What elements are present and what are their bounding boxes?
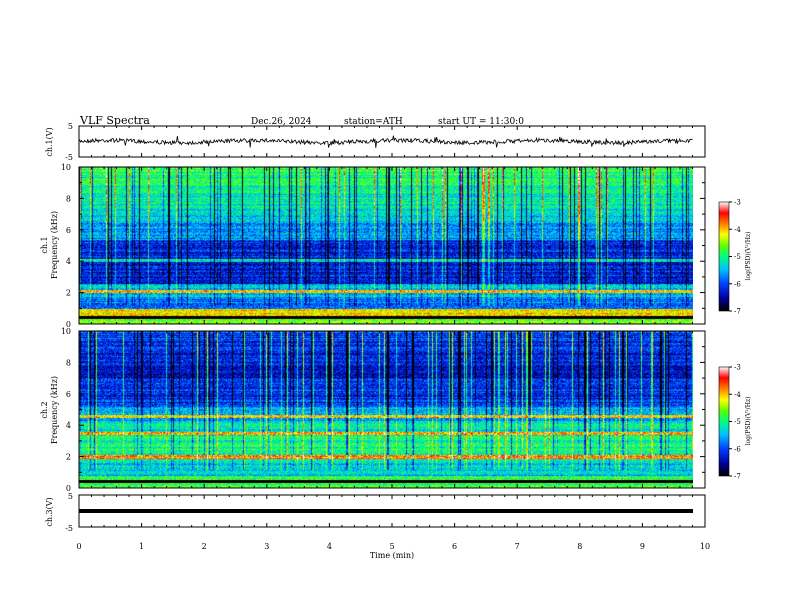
ch3-ytick-top: 5 (68, 492, 73, 501)
ch1-spectrogram-ylabel-line1: ch.1 (40, 236, 49, 253)
x-tick-label: 8 (577, 542, 582, 551)
ch1-colorbar: -3 -4 -5 -6 -7 log(PSD)(V²/Hz) (718, 199, 752, 316)
y-tick-label: 4 (66, 257, 71, 266)
ch2-spectrogram-ylabel-line2: Frequency (kHz) (50, 376, 59, 444)
ch1-ytick-bottom: -5 (65, 153, 73, 162)
colorbar-tick-label: -4 (734, 226, 741, 234)
colorbar-tick-label: -3 (734, 364, 741, 372)
y-tick-label: 10 (61, 327, 71, 336)
ch1-spectrogram-yticks: 0 2 4 6 8 10 (61, 163, 705, 329)
colorbar-tick-label: -6 (734, 280, 741, 288)
ch1-colorbar-label: log(PSD)(V²/Hz) (745, 232, 752, 281)
y-tick-label: 8 (66, 194, 71, 203)
ch3-waveform-line (79, 509, 693, 513)
x-tick-label: 7 (515, 542, 520, 551)
date-label: Dec.26, 2024 (251, 117, 312, 127)
colorbar-tick-label: -5 (734, 418, 741, 426)
x-tick-label: 9 (640, 542, 645, 551)
ch2-spectrogram-yticks: 0 2 4 6 8 10 (61, 327, 705, 493)
x-tick-label: 10 (700, 542, 710, 551)
ch3-waveform-panel: 5 -5 ch.3(V) (45, 492, 706, 533)
ch2-colorbar-label: log(PSD)(V²/Hz) (745, 397, 752, 446)
ch1-colorbar-ticks: -3 -4 -5 -6 -7 (729, 199, 741, 316)
colorbar-tick-label: -3 (734, 199, 741, 207)
ch1-ylabel: ch.1(V) (45, 127, 54, 156)
ch2-colorbar: -3 -4 -5 -6 -7 log(PSD)(V²/Hz) (718, 364, 752, 481)
x-tick-label: 4 (327, 542, 332, 551)
ch2-spectrogram-ylabel-line1: ch.2 (40, 401, 49, 418)
y-tick-label: 6 (66, 390, 71, 399)
ch1-waveform-panel: 5 -5 ch.1(V) (45, 122, 706, 162)
ch1-spectrogram-image (79, 167, 693, 324)
y-tick-label: 0 (66, 320, 71, 329)
y-tick-label: 0 (66, 484, 71, 493)
ch1-ytick-top: 5 (68, 122, 73, 131)
x-axis-label: Time (min) (370, 551, 414, 560)
ch2-colorbar-ticks: -3 -4 -5 -6 -7 (729, 364, 741, 481)
y-tick-label: 10 (61, 163, 71, 172)
colorbar-tick-label: -7 (734, 473, 741, 481)
start-time-label: start UT = 11:30:0 (438, 117, 524, 127)
y-tick-label: 8 (66, 358, 71, 367)
colorbar-tick-label: -7 (734, 308, 741, 316)
x-tick-label: 6 (452, 542, 457, 551)
x-tick-label: 0 (76, 542, 81, 551)
ch1-spectrogram-panel: 0 2 4 6 8 10 ch.1 Frequency (kHz) (40, 163, 706, 329)
x-tick-label: 2 (202, 542, 207, 551)
y-tick-label: 2 (66, 289, 71, 298)
x-tick-label: 3 (264, 542, 269, 551)
ch2-spectrogram-panel: 0 2 4 6 8 10 ch.2 Frequency (kHz) (40, 327, 706, 493)
x-axis-ticks: 0 1 2 3 4 5 6 7 8 9 10 (76, 126, 710, 551)
x-tick-label: 1 (139, 542, 144, 551)
ch3-ytick-bottom: -5 (65, 524, 73, 533)
ch1-spectrogram-ylabel-line2: Frequency (kHz) (50, 211, 59, 279)
y-tick-label: 6 (66, 226, 71, 235)
y-tick-label: 4 (66, 421, 71, 430)
x-tick-label: 5 (389, 542, 394, 551)
colorbar-tick-label: -5 (734, 253, 741, 261)
y-tick-label: 2 (66, 453, 71, 462)
figure-title: VLF Spectra (79, 114, 150, 127)
ch3-ylabel: ch.3(V) (45, 497, 54, 526)
colorbar-tick-label: -4 (734, 391, 741, 399)
ch1-waveform-line (78, 135, 693, 148)
station-label: station=ATH (344, 117, 403, 127)
colorbar-tick-label: -6 (734, 445, 741, 453)
ch2-spectrogram-image (79, 331, 693, 488)
